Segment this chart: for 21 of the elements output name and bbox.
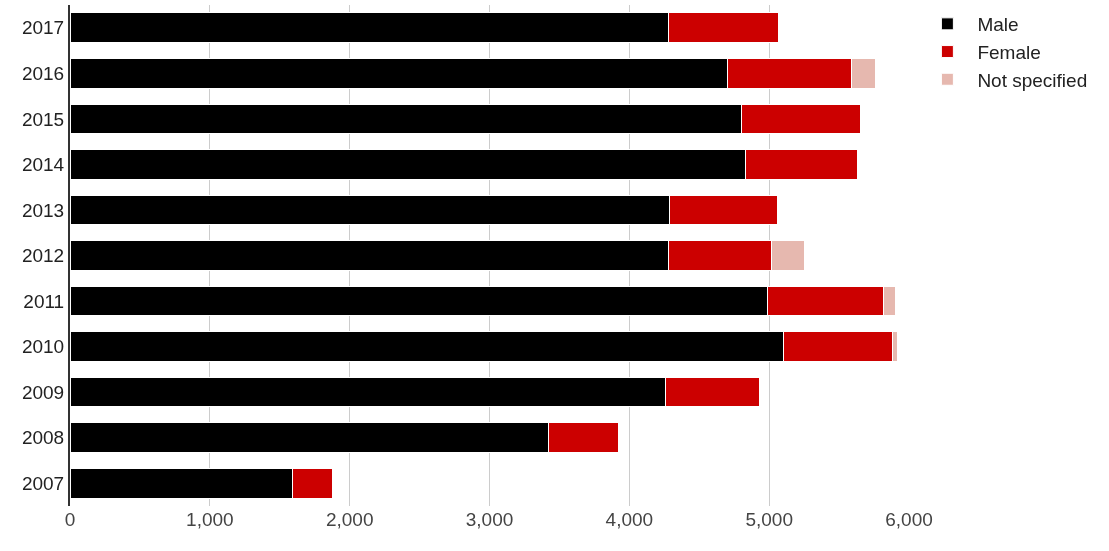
x-tick-label: 0 [64, 509, 76, 530]
x-tick-label: 3,000 [465, 509, 514, 530]
y-tick-label: 2009 [21, 381, 65, 403]
x-tick-label: 2,000 [325, 509, 374, 530]
y-tick-label: 2016 [21, 62, 65, 84]
legend-label: Male [977, 14, 1019, 36]
y-tick-label: 2010 [21, 336, 65, 358]
y-tick-label: 2008 [21, 427, 65, 449]
y-tick-label: 2011 [23, 290, 65, 312]
x-tick-label: 6,000 [885, 509, 933, 530]
x-tick-label: 4,000 [605, 509, 654, 530]
legend-label: Not specified [977, 69, 1088, 91]
legend-label: Female [977, 41, 1041, 63]
y-tick-label: 2015 [21, 108, 65, 130]
x-tick-label: 1,000 [186, 509, 234, 530]
y-tick-label: 2017 [21, 17, 65, 39]
y-tick-label: 2012 [21, 245, 65, 267]
y-tick-label: 2014 [21, 154, 65, 176]
y-tick-label: 2007 [21, 472, 65, 494]
x-tick-label: 5,000 [745, 509, 793, 530]
y-tick-label: 2013 [21, 199, 65, 221]
